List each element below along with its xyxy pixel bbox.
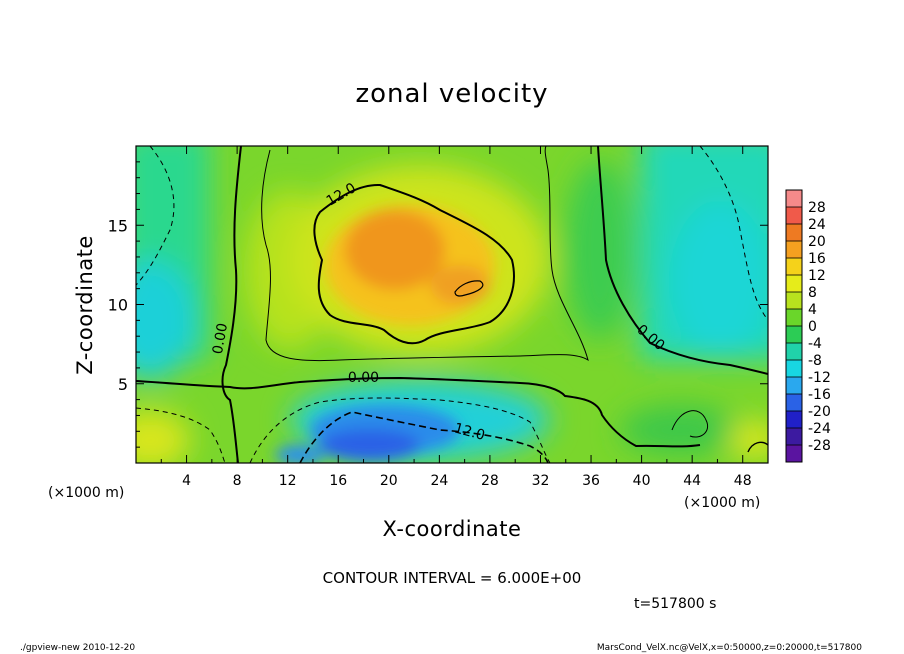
time-label: t=517800 s [634,596,716,612]
colorbar-swatch [786,309,802,326]
contour-zero-middle [136,376,701,448]
x-tick-label: 36 [582,473,600,489]
colorbar-swatch [786,190,802,207]
contour-six-dashed-lower-left [136,407,226,463]
colorbar-swatch [786,360,802,377]
contour-six-dashed-right [699,146,768,321]
contour-zero-left [221,146,242,463]
chart-title: zonal velocity [355,79,548,109]
x-unit-label-left: (×1000 m) [48,485,124,501]
x-tick-label: 12 [279,473,297,489]
colorbar-label: -8 [808,353,822,369]
contour-label: 12.0 [452,420,486,444]
x-axis-label: X-coordinate [383,517,522,541]
contour-eighteen [454,280,484,297]
colorbar-label: 4 [808,302,817,318]
x-tick-label: 20 [380,473,398,489]
colorbar-label: 0 [808,319,817,335]
x-tick-label: 8 [233,473,242,489]
colorbar-swatch [786,343,802,360]
colorbar-swatch [786,326,802,343]
contour-label: 0.00 [348,370,379,386]
x-axis-ticks: 4 8 12 16 20 24 28 32 36 40 44 48 [160,146,752,489]
y-axis-label: Z-coordinate [73,235,97,375]
footer-right: MarsCond_VelX.nc@VelX,x=0:50000,z=0:2000… [597,643,862,653]
velocity-field [136,146,768,463]
colorbar-label: 12 [808,268,826,284]
x-tick-label: 4 [182,473,191,489]
x-tick-label: 24 [430,473,448,489]
x-unit-label-right: (×1000 m) [684,495,760,511]
colorbar-swatch [786,275,802,292]
colorbar-label: -28 [808,438,831,454]
contour-six-dashed-lower [249,397,551,463]
colorbar-swatch [786,292,802,309]
contour-bottom-right-thin [671,410,708,438]
contour-bottom-right [747,441,768,453]
x-tick-label: 28 [481,473,499,489]
colorbar-swatch [786,411,802,428]
y-axis-ticks: 5 10 15 [108,161,768,448]
y-tick-label: 15 [108,216,128,235]
colorbar-label: 20 [808,234,826,250]
x-tick-label: 32 [532,473,550,489]
colorbar-swatch [786,224,802,241]
colorbar-label: 28 [808,200,826,216]
colorbar-label: -24 [808,421,831,437]
colorbar-label: -4 [808,336,822,352]
contour-interval: CONTOUR INTERVAL = 6.000E+00 [323,569,582,587]
colorbar-label: -12 [808,370,831,386]
colorbar-swatch [786,394,802,411]
contour-label: 0.00 [210,322,231,355]
colorbar-swatch [786,207,802,224]
contour-twelve-upper [313,183,515,345]
x-tick-label: 48 [734,473,752,489]
contour-six-dashed-left [136,146,175,286]
y-tick-label: 10 [108,296,128,315]
colorbar-label: 16 [808,251,826,267]
colorbar-label: -20 [808,404,831,420]
footer-left: ./gpview-new 2010-12-20 [20,643,135,653]
y-tick-label: 5 [118,375,128,394]
colorbar-swatch [786,241,802,258]
colorbar-label: -16 [808,387,831,403]
contour-zero-right [597,146,768,375]
colorbar-swatch [786,428,802,445]
colorbar-label: 24 [808,217,826,233]
contour-six-thin [261,146,589,362]
x-tick-label: 16 [329,473,347,489]
colorbar-swatch [786,258,802,275]
contour-lines [136,146,768,463]
x-tick-label: 44 [683,473,701,489]
colorbar-swatch [786,445,802,462]
x-tick-label: 40 [633,473,651,489]
colorbar-label: 8 [808,285,817,301]
colorbar-swatch [786,377,802,394]
